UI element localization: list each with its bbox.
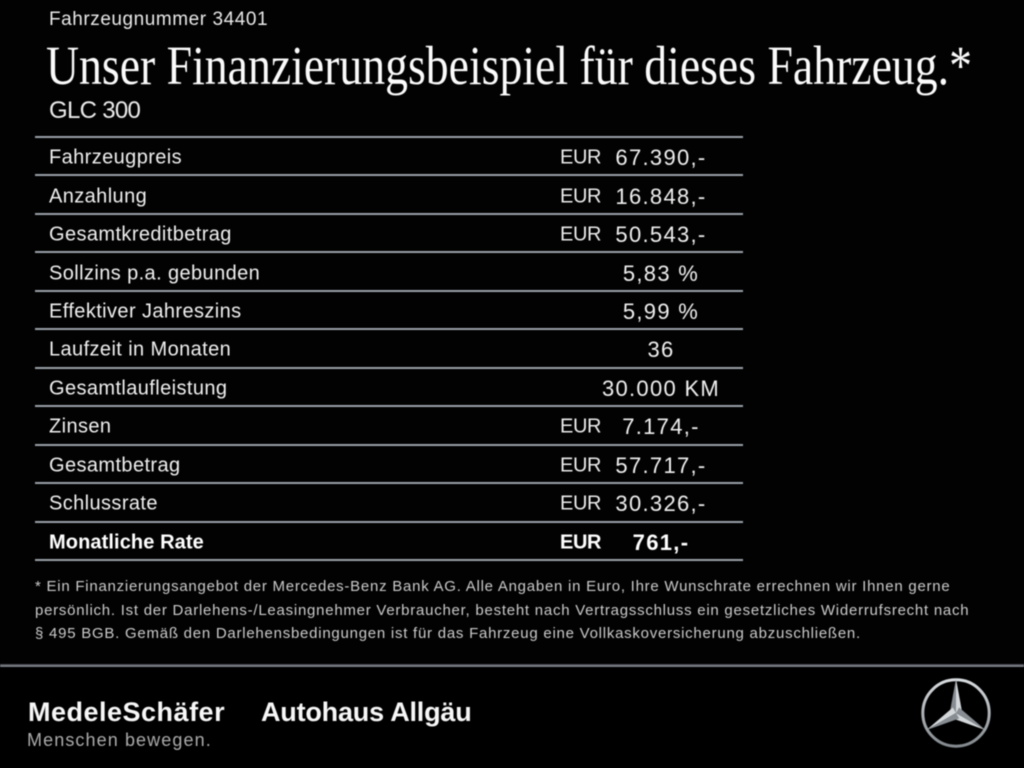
row-value: 57.717,- <box>615 452 707 478</box>
footer-bar <box>0 667 1024 768</box>
table-row: Schlussrate EUR 30.326,- <box>35 484 743 520</box>
table-separator <box>35 443 743 446</box>
table-separator <box>35 405 743 408</box>
row-value: 30.000 KM <box>601 375 721 401</box>
table-separator <box>35 251 743 254</box>
row-label: Schlussrate <box>49 492 158 515</box>
table-separator <box>35 366 743 369</box>
row-currency: EUR <box>560 146 602 169</box>
row-value: 67.390,- <box>615 145 707 171</box>
row-currency: EUR <box>560 185 602 208</box>
row-label: Fahrzeugpreis <box>49 146 183 169</box>
model-name: GLC 300 <box>49 97 141 124</box>
vehicle-number: Fahrzeugnummer 34401 <box>49 8 269 30</box>
dealer-name-secondary: Autohaus Allgäu <box>261 696 472 727</box>
row-value: 30.326,- <box>615 491 707 517</box>
table-separator <box>35 174 743 177</box>
page-title: Unser Finanzierungsbeispiel für dieses F… <box>46 34 972 96</box>
row-label: Effektiver Jahreszins <box>49 300 242 323</box>
row-label: Gesamtkreditbetrag <box>49 223 232 246</box>
dealer-tagline: Menschen bewegen. <box>27 729 212 750</box>
footnote: * Ein Finanzierungsangebot der Mercedes-… <box>35 575 969 646</box>
footnote-line: * Ein Finanzierungsangebot der Mercedes-… <box>35 578 951 595</box>
row-label: Monatliche Rate <box>49 531 204 554</box>
row-currency: EUR <box>560 454 602 477</box>
table-separator <box>35 558 743 561</box>
table-separator <box>35 136 743 138</box>
row-label: Gesamtlaufleistung <box>49 377 228 400</box>
row-value: 5,83 % <box>622 260 700 286</box>
table-row: Laufzeit in Monaten 36 <box>35 330 743 366</box>
footnote-line: persönlich. Ist der Darlehens-/Leasingne… <box>35 601 970 619</box>
row-label: Sollzins p.a. gebunden <box>49 262 261 285</box>
row-currency: EUR <box>560 531 602 554</box>
table-row: Zinsen EUR 7.174,- <box>35 407 743 443</box>
table-separator <box>35 212 743 215</box>
table-row: Effektiver Jahreszins 5,99 % <box>35 292 743 328</box>
footnote-line: § 495 BGB. Gemäß den Darlehensbedingunge… <box>35 625 861 643</box>
footer-divider <box>0 664 1024 668</box>
row-label: Zinsen <box>49 415 112 438</box>
row-value: 36 <box>647 337 675 363</box>
row-value: 7.174,- <box>622 414 700 440</box>
row-value: 16.848,- <box>615 183 707 209</box>
dealer-logo: MedeleSchäfer <box>28 696 226 727</box>
table-row: Gesamtkreditbetrag EUR 50.543,- <box>35 215 743 251</box>
row-currency: EUR <box>560 492 602 515</box>
table-row: Monatliche Rate EUR 761,- <box>35 523 743 559</box>
table-separator <box>35 520 743 523</box>
row-currency: EUR <box>560 223 602 246</box>
mercedes-star-icon <box>920 678 991 748</box>
row-value: 761,- <box>632 529 690 555</box>
row-value: 50.543,- <box>615 222 707 248</box>
row-currency: EUR <box>560 415 602 438</box>
table-row: Fahrzeugpreis EUR 67.390,- <box>35 138 743 174</box>
row-value: 5,99 % <box>622 299 700 325</box>
row-label: Laufzeit in Monaten <box>49 338 232 361</box>
table-row: Gesamtbetrag EUR 57.717,- <box>35 446 743 482</box>
table-separator <box>35 328 743 331</box>
table-separator <box>35 482 743 485</box>
table-separator <box>35 289 743 292</box>
table-row: Anzahlung EUR 16.848,- <box>35 176 743 212</box>
table-row: Sollzins p.a. gebunden 5,83 % <box>35 253 743 289</box>
row-label: Gesamtbetrag <box>49 454 181 477</box>
table-row: Gesamtlaufleistung 30.000 KM <box>35 369 743 405</box>
row-label: Anzahlung <box>49 185 148 208</box>
